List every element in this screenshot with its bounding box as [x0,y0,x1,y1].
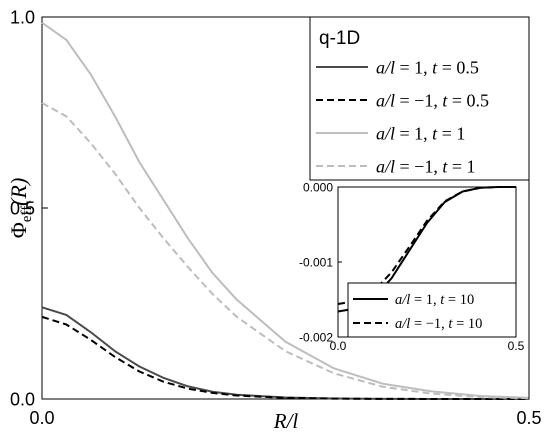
inset-legend-label-0: a/l = 1, t = 10 [395,292,474,308]
main-legend-ratio-value-2: = 1, [395,123,432,143]
inset-legend-ratio-0: a/l [395,292,410,308]
main-series-line-2 [41,21,530,399]
main-legend-ratio-value-1: = −1, [395,90,442,110]
inset-x-tick-label-0: 0.0 [330,339,347,353]
main-legend-box [309,16,530,181]
main-legend-label-0: a/l = 1, t = 0.5 [376,57,479,77]
main-legend-ratio-value-3: = −1, [395,156,442,176]
inset-x-tick-label-1: 0.5 [508,339,525,353]
inset-legend: a/l = 1, t = 10a/l = −1, t = 10 [347,282,517,338]
main-legend: q-1Da/l = 1, t = 0.5a/l = −1, t = 0.5a/l… [309,16,530,181]
main-y-axis-argument: (R) [6,178,31,206]
main-legend-t-2: t [432,123,438,143]
main-x-tick-label-1: 0.5 [516,408,541,428]
main-legend-t-0: t [432,57,438,77]
main-legend-t-value-0: = 0.5 [437,57,479,77]
main-series-line-1 [41,315,529,400]
main-series-line-3 [41,102,530,400]
inset-legend-t-0: t [440,292,445,308]
main-legend-ratio-value-0: = 1, [395,57,432,77]
main-x-tick-label-0: 0.0 [29,408,54,428]
inset-y-tick-label-1: -0.001 [299,255,333,269]
main-legend-t-value-1: = 0.5 [447,90,489,110]
main-legend-ratio-0: a/l [376,57,395,77]
main-x-axis-label: R/l [273,409,299,433]
main-legend-t-3: t [442,156,448,176]
main-y-axis-subscript: eff [19,206,35,222]
main-y-tick-label-1: 0.5 [10,198,35,218]
main-legend-t-value-3: = 1 [447,156,475,176]
main-legend-label-3: a/l = −1, t = 1 [376,156,476,176]
inset-legend-ratio-1: a/l [395,316,410,332]
main-legend-label-2: a/l = 1, t = 1 [376,123,465,143]
inset-series-line-1 [337,186,516,305]
main-y-axis-symbol: Φ [6,222,31,238]
inset-legend-t-value-1: = 10 [452,316,482,332]
inset-legend-ratio-value-0: = 1, [410,292,440,308]
inset-y-tick-label-2: 0.000 [303,180,333,194]
inset-legend-ratio-value-1: = −1, [410,316,448,332]
inset-legend-box [347,282,517,338]
main-legend-t-1: t [442,90,448,110]
main-legend-ratio-1: a/l [376,90,395,110]
main-y-tick-label-0: 0.0 [10,389,35,409]
main-y-axis-label: Φeff(R) [6,178,35,239]
main-plot: 0.0 0.5 0.0 0.5 1.0 R/l Φeff(R) [6,7,542,433]
inset-y-tick-label-0: -0.002 [299,330,333,344]
main-series-line-0 [41,306,529,400]
main-legend-title: q-1D [319,28,360,49]
main-legend-label-1: a/l = −1, t = 0.5 [376,90,489,110]
main-legend-ratio-2: a/l [376,123,395,143]
main-legend-t-value-2: = 1 [437,123,465,143]
main-legend-ratio-3: a/l [376,156,395,176]
inset-legend-t-value-0: = 10 [444,292,474,308]
inset-legend-label-1: a/l = −1, t = 10 [395,316,482,332]
main-y-tick-label-2: 1.0 [10,7,35,27]
inset-legend-t-1: t [448,316,453,332]
